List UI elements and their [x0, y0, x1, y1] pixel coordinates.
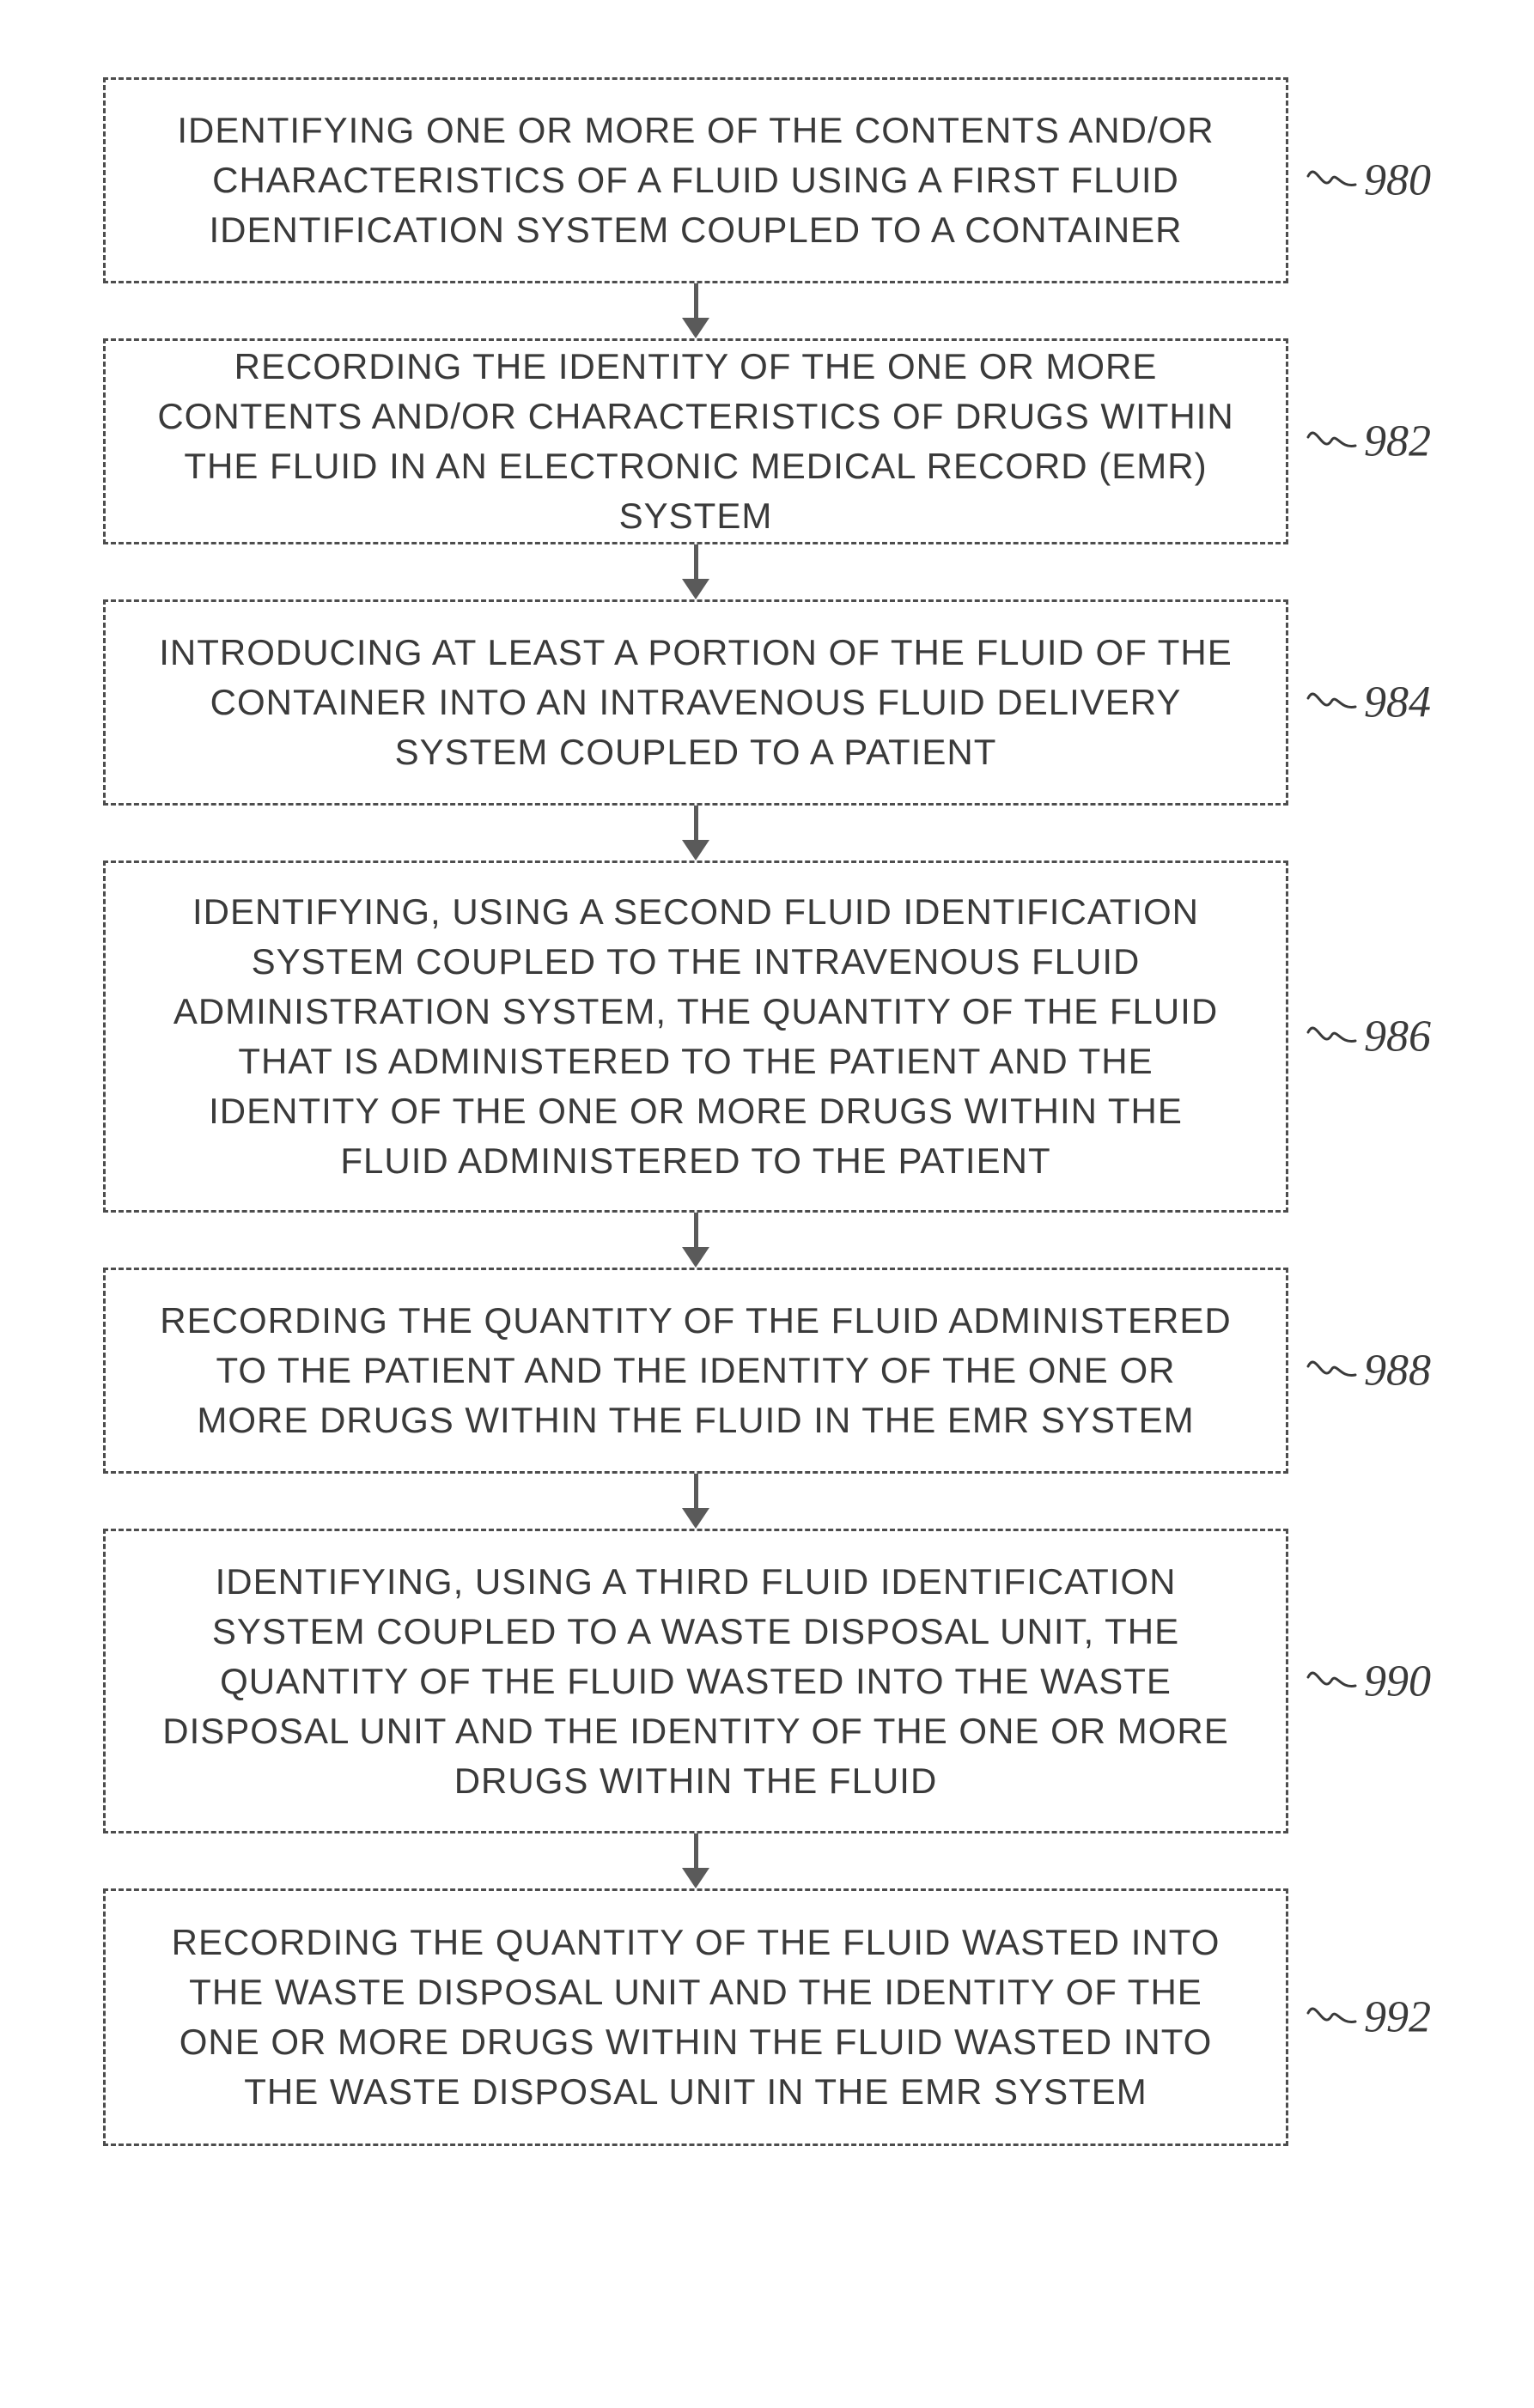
lead-line-squiggle [1306, 1996, 1357, 2039]
flow-arrow [682, 1833, 709, 1888]
flowchart-container: IDENTIFYING ONE OR MORE OF THE CONTENTS … [103, 77, 1288, 2146]
lead-line-squiggle [1306, 1015, 1357, 1058]
flow-step-box: IDENTIFYING ONE OR MORE OF THE CONTENTS … [103, 77, 1288, 283]
arrow-head-icon [682, 1247, 709, 1268]
arrow-head-icon [682, 318, 709, 338]
flow-step-box: RECORDING THE IDENTITY OF THE ONE OR MOR… [103, 338, 1288, 544]
arrow-head-icon [682, 840, 709, 860]
flow-step-number: 992 [1364, 1993, 1431, 2042]
flow-step-box: IDENTIFYING, USING A THIRD FLUID IDENTIF… [103, 1529, 1288, 1833]
flow-step-box: RECORDING THE QUANTITY OF THE FLUID ADMI… [103, 1268, 1288, 1474]
flow-arrow [682, 1474, 709, 1529]
arrow-head-icon [682, 1508, 709, 1529]
flow-step-number: 988 [1364, 1347, 1431, 1396]
arrow-head-icon [682, 579, 709, 599]
lead-line-squiggle [1306, 159, 1357, 202]
flow-step-number: 984 [1364, 678, 1431, 727]
arrow-line [694, 544, 698, 579]
lead-line-squiggle [1306, 681, 1357, 724]
arrow-line [694, 1833, 698, 1868]
flow-step-label: 988 [1306, 1341, 1431, 1396]
lead-line-squiggle [1306, 1349, 1357, 1392]
flow-step-number: 986 [1364, 1012, 1431, 1061]
lead-line-squiggle [1306, 1660, 1357, 1703]
arrow-line [694, 806, 698, 840]
flow-arrow [682, 283, 709, 338]
flow-arrow [682, 544, 709, 599]
flow-step-label: 990 [1306, 1652, 1431, 1707]
flow-step-label: 980 [1306, 151, 1431, 206]
flow-step-label: 982 [1306, 412, 1431, 467]
flow-step-box: INTRODUCING AT LEAST A PORTION OF THE FL… [103, 599, 1288, 806]
flow-step-number: 982 [1364, 417, 1431, 466]
arrow-line [694, 1213, 698, 1247]
flow-arrow [682, 1213, 709, 1268]
flow-step-label: 992 [1306, 1988, 1431, 2043]
flow-step-label: 984 [1306, 673, 1431, 728]
flow-step-number: 990 [1364, 1657, 1431, 1706]
arrow-line [694, 1474, 698, 1508]
flow-step-box: IDENTIFYING, USING A SECOND FLUID IDENTI… [103, 860, 1288, 1213]
flow-step-label: 986 [1306, 1007, 1431, 1062]
arrow-head-icon [682, 1868, 709, 1888]
flow-arrow [682, 806, 709, 860]
flow-step-number: 980 [1364, 156, 1431, 205]
flow-step-box: RECORDING THE QUANTITY OF THE FLUID WAST… [103, 1888, 1288, 2146]
lead-line-squiggle [1306, 420, 1357, 463]
arrow-line [694, 283, 698, 318]
